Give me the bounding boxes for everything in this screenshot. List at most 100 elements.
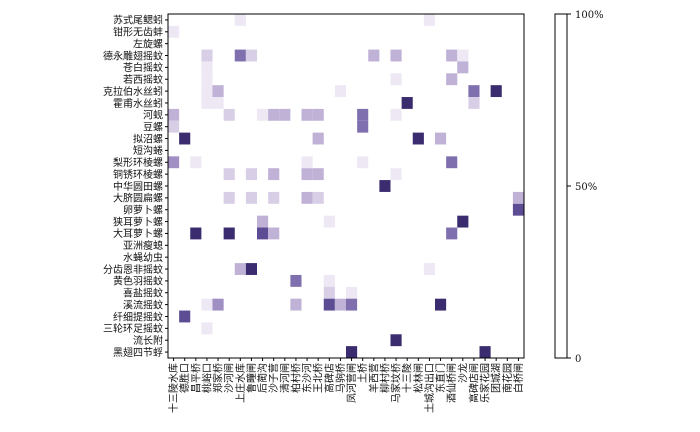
- heatmap-cell: [390, 108, 402, 121]
- heatmap-cell: [201, 73, 213, 86]
- column-label: 十三陵水库: [167, 363, 180, 413]
- heatmap-cell: [301, 156, 313, 169]
- heatmap-cell: [234, 14, 246, 26]
- row-label: 纤细提摇蚊: [113, 310, 163, 323]
- heatmap-cell: [245, 191, 258, 204]
- column-label: 羊西营: [367, 363, 380, 393]
- column-label: 土桥: [356, 363, 369, 383]
- heatmap-cell: [223, 191, 235, 204]
- heatmap-cell: [346, 286, 358, 299]
- heatmap-cell: [201, 298, 213, 311]
- column-label: 高碑店闸: [467, 363, 480, 403]
- heatmap-cell: [257, 108, 269, 121]
- row-label: 拟沼螺: [133, 132, 163, 145]
- heatmap-cell: [512, 203, 525, 216]
- heatmap-cell: [334, 298, 347, 311]
- heatmap-cell: [201, 61, 213, 74]
- heatmap-cell: [390, 49, 402, 62]
- row-label: 霍甫水丝蚓: [113, 97, 163, 110]
- heatmap-cell: [245, 263, 258, 275]
- column-label: 白桥闸: [512, 363, 525, 393]
- heatmap-cell: [212, 97, 224, 109]
- column-label: 鲁疃闸: [245, 363, 258, 393]
- row-label: 流长附: [133, 334, 163, 347]
- heatmap-cell: [312, 108, 324, 121]
- row-label: 豆螺: [143, 121, 163, 133]
- heatmap-cell: [201, 97, 213, 109]
- heatmap-cell: [457, 215, 469, 228]
- column-label: 酒仙桥闸: [445, 363, 458, 403]
- column-label: 乐家花园: [479, 363, 492, 403]
- heatmap-cell: [357, 120, 369, 133]
- row-label: 左旋螺: [133, 37, 163, 50]
- heatmap-cell: [223, 108, 235, 121]
- row-label: 若西摇蚊: [123, 73, 163, 86]
- column-label: 土城沟出口: [423, 363, 436, 413]
- heatmap-cell: [323, 286, 335, 299]
- heatmap-cell: [245, 49, 258, 62]
- heatmap-cell: [446, 156, 458, 169]
- heatmap-cell: [301, 168, 313, 181]
- row-label: 喜盐摇蚊: [123, 287, 163, 300]
- heatmap-cell: [512, 191, 525, 204]
- heatmap-cell: [223, 168, 235, 181]
- heatmap-cell: [245, 168, 258, 181]
- heatmap-cell: [423, 263, 436, 275]
- colorbar-tick-label: 50%: [575, 182, 597, 193]
- heatmap-cell: [446, 49, 458, 62]
- heatmap-cell: [312, 168, 324, 181]
- column-label: 凤河营闸: [345, 363, 358, 403]
- colorbar: 0 50% 100%: [554, 10, 604, 365]
- column-label: 王北桥: [313, 363, 325, 393]
- heatmap-cell: [268, 191, 280, 204]
- heatmap-cell: [390, 73, 402, 86]
- heatmap-cell: [312, 191, 324, 204]
- column-label: 后蔺沟: [256, 363, 269, 393]
- heatmap-cell: [190, 227, 202, 240]
- row-label: 黄色羽摇蚊: [113, 275, 163, 288]
- heatmap-cell: [401, 97, 413, 109]
- column-label: 郑家桥: [212, 363, 225, 393]
- column-label: 德胜口: [178, 363, 191, 393]
- heatmap-cell: [201, 85, 213, 98]
- colorbar-tick-label: 0: [575, 354, 581, 365]
- row-label: 梨形环棱螺: [113, 156, 163, 169]
- heatmap-cell: [168, 108, 180, 121]
- heatmap-cell: [168, 120, 180, 133]
- heatmap-cell: [212, 298, 224, 311]
- heatmap-cell: [446, 227, 458, 240]
- column-label: 高碑店: [323, 363, 336, 393]
- row-label: 大耳萝卜螺: [113, 227, 163, 240]
- column-label: 桃峪口: [200, 363, 213, 393]
- column-label: 东直门: [434, 363, 447, 393]
- heatmap-cell: [368, 49, 380, 62]
- row-label: 分齿恩非摇蚊: [103, 263, 163, 276]
- heatmap-cell: [301, 108, 313, 121]
- heatmap-cell: [168, 25, 180, 38]
- row-label: 德永雕翅摇蚊: [103, 49, 163, 62]
- heatmap-cell: [301, 191, 313, 204]
- heatmap-cell: [290, 298, 302, 311]
- heatmap-cell: [234, 49, 246, 62]
- heatmap-cell: [446, 73, 458, 86]
- heatmap-cell: [490, 85, 502, 98]
- heatmap-cell: [290, 274, 302, 287]
- heatmap-cell: [390, 334, 402, 347]
- heatmap-cell: [346, 298, 358, 311]
- heatmap-cells: [168, 14, 525, 358]
- row-label: 河蚬: [143, 109, 163, 122]
- heatmap-cell: [212, 85, 224, 98]
- heatmap-cell: [435, 132, 447, 145]
- row-label: 苏式尾鳃蚓: [113, 14, 163, 27]
- heatmap-cell: [323, 274, 335, 287]
- column-label: 团城湖: [491, 363, 503, 393]
- heatmap-cell: [379, 180, 391, 192]
- column-label: 上庄水库: [234, 363, 247, 403]
- column-label: 清河闸: [278, 363, 291, 393]
- row-label: 苍白摇蚊: [123, 61, 163, 74]
- heatmap-cell: [357, 156, 369, 169]
- column-label: 沙子营: [267, 363, 280, 393]
- column-label: 十三陵: [401, 363, 414, 393]
- heatmap-cell: [412, 132, 424, 145]
